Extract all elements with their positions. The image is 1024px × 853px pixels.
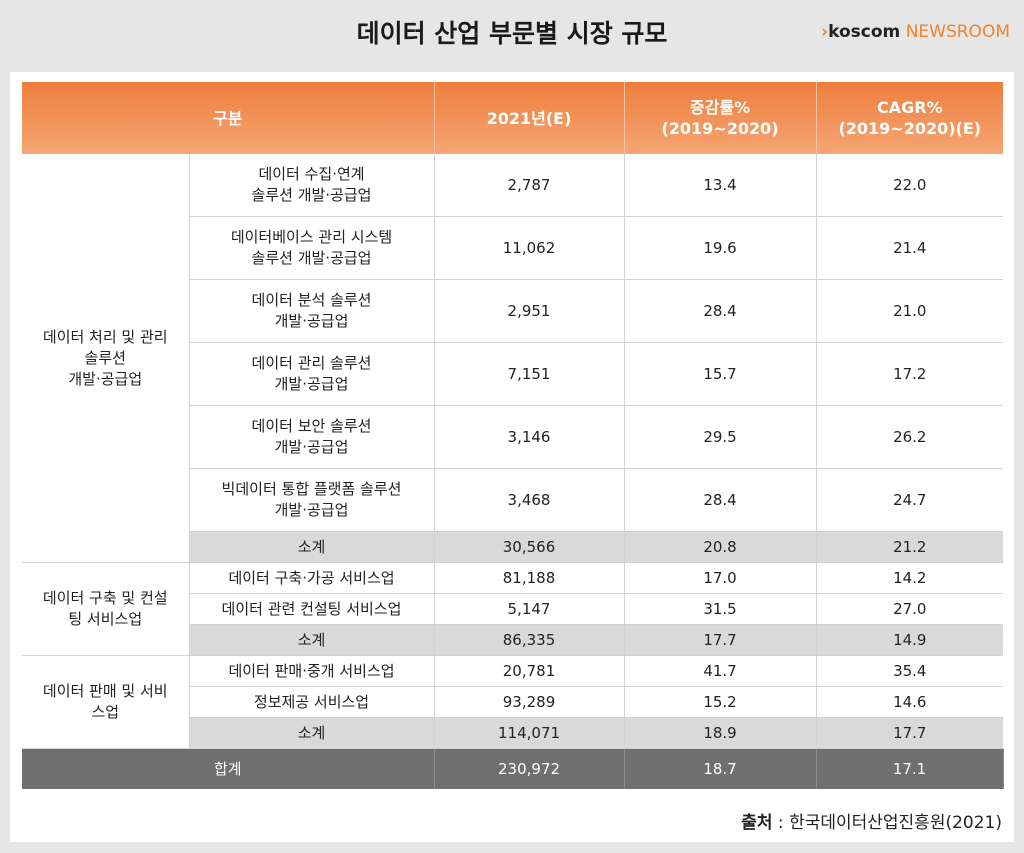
column-header: 증감률%(2019~2020): [624, 82, 816, 154]
growth-rate-cell: 15.2: [624, 687, 816, 718]
total-row: 합계230,97218.717.1: [22, 749, 1003, 790]
growth-rate-cell: 18.9: [624, 718, 816, 749]
source-note: 출처 : 한국데이터산업진흥원(2021): [741, 808, 1002, 833]
column-header: 구분: [22, 82, 434, 154]
value-2021-cell: 20,781: [434, 656, 624, 687]
growth-rate-cell: 41.7: [624, 656, 816, 687]
cagr-cell: 22.0: [816, 154, 1003, 217]
growth-rate-cell: 28.4: [624, 280, 816, 343]
growth-rate-cell: 17.7: [624, 625, 816, 656]
table-row: 데이터 구축 및 컨설팅 서비스업데이터 구축·가공 서비스업81,18817.…: [22, 563, 1003, 594]
table-panel: 구분 2021년(E) 증감률%(2019~2020) CAGR%(2019~2…: [10, 72, 1014, 842]
total-label: 합계: [22, 749, 434, 790]
value-2021-cell: 81,188: [434, 563, 624, 594]
brand-name: koscom: [828, 22, 900, 42]
brand-logo: ›koscom NEWSROOM: [821, 22, 1010, 42]
cagr-cell: 35.4: [816, 656, 1003, 687]
cagr-cell: 26.2: [816, 406, 1003, 469]
brand-suffix: NEWSROOM: [906, 22, 1010, 42]
value-2021-cell: 3,146: [434, 406, 624, 469]
cagr-cell: 27.0: [816, 594, 1003, 625]
item-name-cell: 데이터 분석 솔루션개발·공급업: [189, 280, 434, 343]
column-header: 2021년(E): [434, 82, 624, 154]
table-row: 데이터 처리 및 관리솔루션개발·공급업데이터 수집·연계솔루션 개발·공급업2…: [22, 154, 1003, 217]
cagr-cell: 21.0: [816, 280, 1003, 343]
category-cell: 데이터 판매 및 서비스업: [22, 656, 189, 749]
growth-rate-cell: 29.5: [624, 406, 816, 469]
item-name-cell: 데이터 관련 컨설팅 서비스업: [189, 594, 434, 625]
item-name-cell: 정보제공 서비스업: [189, 687, 434, 718]
value-2021-cell: 230,972: [434, 749, 624, 790]
category-cell: 데이터 구축 및 컨설팅 서비스업: [22, 563, 189, 656]
table-header-row: 구분 2021년(E) 증감률%(2019~2020) CAGR%(2019~2…: [22, 82, 1003, 154]
cagr-cell: 17.7: [816, 718, 1003, 749]
category-cell: 데이터 처리 및 관리솔루션개발·공급업: [22, 154, 189, 563]
source-text: : 한국데이터산업진흥원(2021): [773, 813, 1002, 833]
cagr-cell: 21.4: [816, 217, 1003, 280]
growth-rate-cell: 28.4: [624, 469, 816, 532]
market-size-table: 구분 2021년(E) 증감률%(2019~2020) CAGR%(2019~2…: [22, 82, 1004, 789]
subtotal-label: 소계: [189, 718, 434, 749]
cagr-cell: 14.6: [816, 687, 1003, 718]
value-2021-cell: 7,151: [434, 343, 624, 406]
value-2021-cell: 93,289: [434, 687, 624, 718]
growth-rate-cell: 17.0: [624, 563, 816, 594]
cagr-cell: 17.1: [816, 749, 1003, 790]
cagr-cell: 21.2: [816, 532, 1003, 563]
item-name-cell: 데이터 보안 솔루션개발·공급업: [189, 406, 434, 469]
value-2021-cell: 3,468: [434, 469, 624, 532]
item-name-cell: 데이터 수집·연계솔루션 개발·공급업: [189, 154, 434, 217]
value-2021-cell: 114,071: [434, 718, 624, 749]
value-2021-cell: 2,951: [434, 280, 624, 343]
column-header: CAGR%(2019~2020)(E): [816, 82, 1003, 154]
item-name-cell: 데이터 관리 솔루션개발·공급업: [189, 343, 434, 406]
value-2021-cell: 30,566: [434, 532, 624, 563]
cagr-cell: 14.9: [816, 625, 1003, 656]
value-2021-cell: 2,787: [434, 154, 624, 217]
item-name-cell: 빅데이터 통합 플랫폼 솔루션개발·공급업: [189, 469, 434, 532]
growth-rate-cell: 13.4: [624, 154, 816, 217]
source-label: 출처: [741, 813, 772, 833]
table-body: 데이터 처리 및 관리솔루션개발·공급업데이터 수집·연계솔루션 개발·공급업2…: [22, 154, 1003, 789]
item-name-cell: 데이터 판매·중개 서비스업: [189, 656, 434, 687]
table-row: 데이터 판매 및 서비스업데이터 판매·중개 서비스업20,78141.735.…: [22, 656, 1003, 687]
cagr-cell: 24.7: [816, 469, 1003, 532]
value-2021-cell: 5,147: [434, 594, 624, 625]
value-2021-cell: 86,335: [434, 625, 624, 656]
growth-rate-cell: 15.7: [624, 343, 816, 406]
cagr-cell: 17.2: [816, 343, 1003, 406]
item-name-cell: 데이터베이스 관리 시스템솔루션 개발·공급업: [189, 217, 434, 280]
growth-rate-cell: 18.7: [624, 749, 816, 790]
growth-rate-cell: 19.6: [624, 217, 816, 280]
subtotal-label: 소계: [189, 625, 434, 656]
growth-rate-cell: 31.5: [624, 594, 816, 625]
subtotal-label: 소계: [189, 532, 434, 563]
header: 데이터 산업 부문별 시장 규모 ›koscom NEWSROOM: [0, 0, 1024, 72]
growth-rate-cell: 20.8: [624, 532, 816, 563]
cagr-cell: 14.2: [816, 563, 1003, 594]
value-2021-cell: 11,062: [434, 217, 624, 280]
item-name-cell: 데이터 구축·가공 서비스업: [189, 563, 434, 594]
